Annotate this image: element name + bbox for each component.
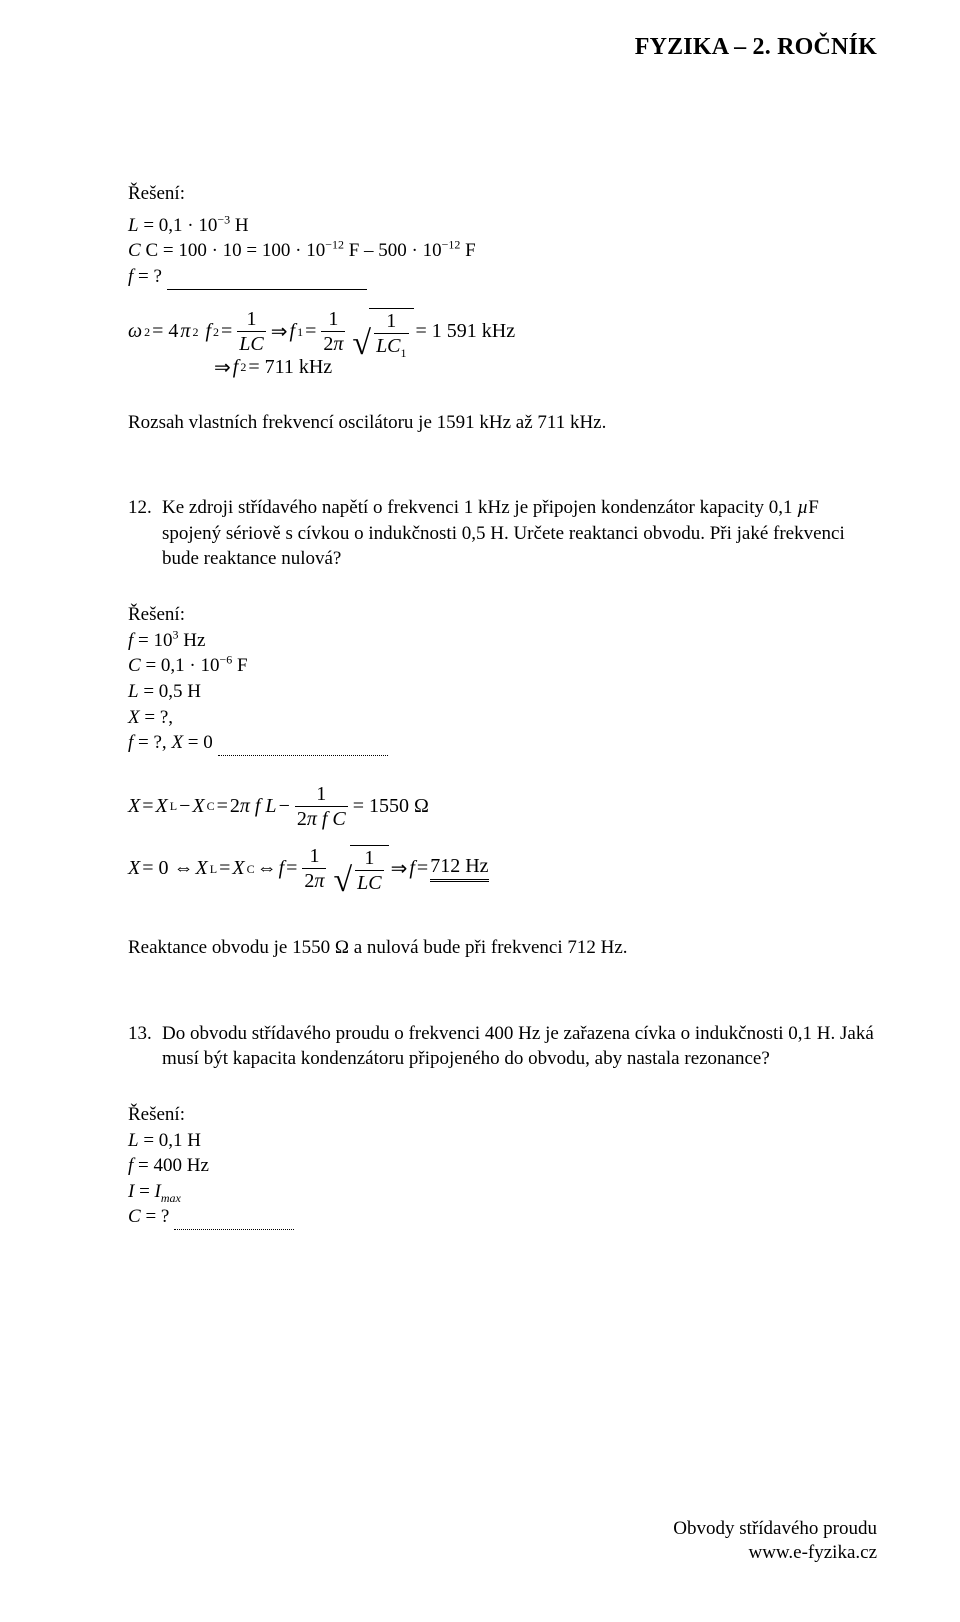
unitF: F [808, 497, 819, 518]
underline [174, 1208, 294, 1230]
page-footer: Obvody střídavého proudu www.e-fyzika.cz [673, 1517, 877, 1566]
exp: −3 [217, 212, 230, 226]
unit: F [232, 655, 247, 676]
sol1-C: C C = 100 · 10C = 100 · 10 = 100 · 10−12… [128, 238, 877, 264]
q13-text: Do obvodu střídavého proudu o frekvenci … [162, 1021, 877, 1072]
sol1-answer: Rozsah vlastních frekvencí oscilátoru je… [128, 410, 877, 436]
unit: H [230, 215, 248, 236]
q12-text-a: Ke zdroji střídavého napětí o frekvenci … [162, 497, 797, 518]
exp2: −12 [442, 238, 461, 252]
solution3-heading: Řešení: [128, 1102, 877, 1128]
sol1-L: L = 0,1 · 10−3 H [128, 213, 877, 239]
q13-number: 13. [128, 1021, 156, 1072]
sol2-fX: f = ?, X = 0 [128, 730, 877, 756]
txt: = 0,1 · 10 [143, 215, 217, 236]
unit: Hz [179, 630, 206, 651]
solution2-heading: Řešení: [128, 602, 877, 628]
q12-number: 12. [128, 495, 156, 572]
imax-sub: max [161, 1191, 181, 1205]
page-header: FYZIKA – 2. ROČNÍK [128, 34, 877, 61]
mu: µ [797, 497, 808, 518]
unit: F [460, 240, 475, 261]
q12-text-b: spojený sériově s cívkou o indukčnosti 0… [162, 523, 845, 570]
underline [218, 734, 388, 756]
footer-line2: www.e-fyzika.cz [673, 1541, 877, 1566]
exp1: −12 [325, 238, 344, 252]
footer-line1: Obvody střídavého proudu [673, 1517, 877, 1542]
q12: 12. Ke zdroji střídavého napětí o frekve… [128, 495, 877, 572]
sol1-f: f = ? [128, 264, 877, 290]
sol3-L: L = 0,1 H [128, 1128, 877, 1154]
sol2-L: L = 0,5 H [128, 679, 877, 705]
sol1-eq2: ⇒ f2 = 711 kHz [128, 358, 877, 380]
sol2-answer: Reaktance obvodu je 1550 Ω a nulová bude… [128, 935, 877, 961]
sol2-C: C = 0,1 · 10−6 F [128, 653, 877, 679]
sol3-C: C = ? [128, 1204, 877, 1230]
sol3-I: I = Imax [128, 1179, 877, 1205]
underline [167, 268, 367, 290]
solution1-heading: Řešení: [128, 181, 877, 207]
sol2-f: f = 103 Hz [128, 628, 877, 654]
sol1-eq1: ω2 = 4π2 f2 = 1 LC ⇒ f1 = 1 2π √ 1 LC [128, 308, 877, 356]
txt: C = 100 · 10 [145, 240, 241, 261]
q13: 13. Do obvodu střídavého proudu o frekve… [128, 1021, 877, 1072]
sol2-eq1: X = XL − XC = 2π f L − 1 2π f C = 1550 Ω [128, 784, 877, 829]
sol2-eq2: X = 0 ⇔ XL = XC ⇔ f = 1 2π √ 1 LC [128, 845, 877, 893]
sol2-X: X = ?, [128, 705, 877, 731]
mid: F – 500 · 10 [344, 240, 442, 261]
sol3-f: f = 400 Hz [128, 1153, 877, 1179]
exp: −6 [219, 653, 232, 667]
